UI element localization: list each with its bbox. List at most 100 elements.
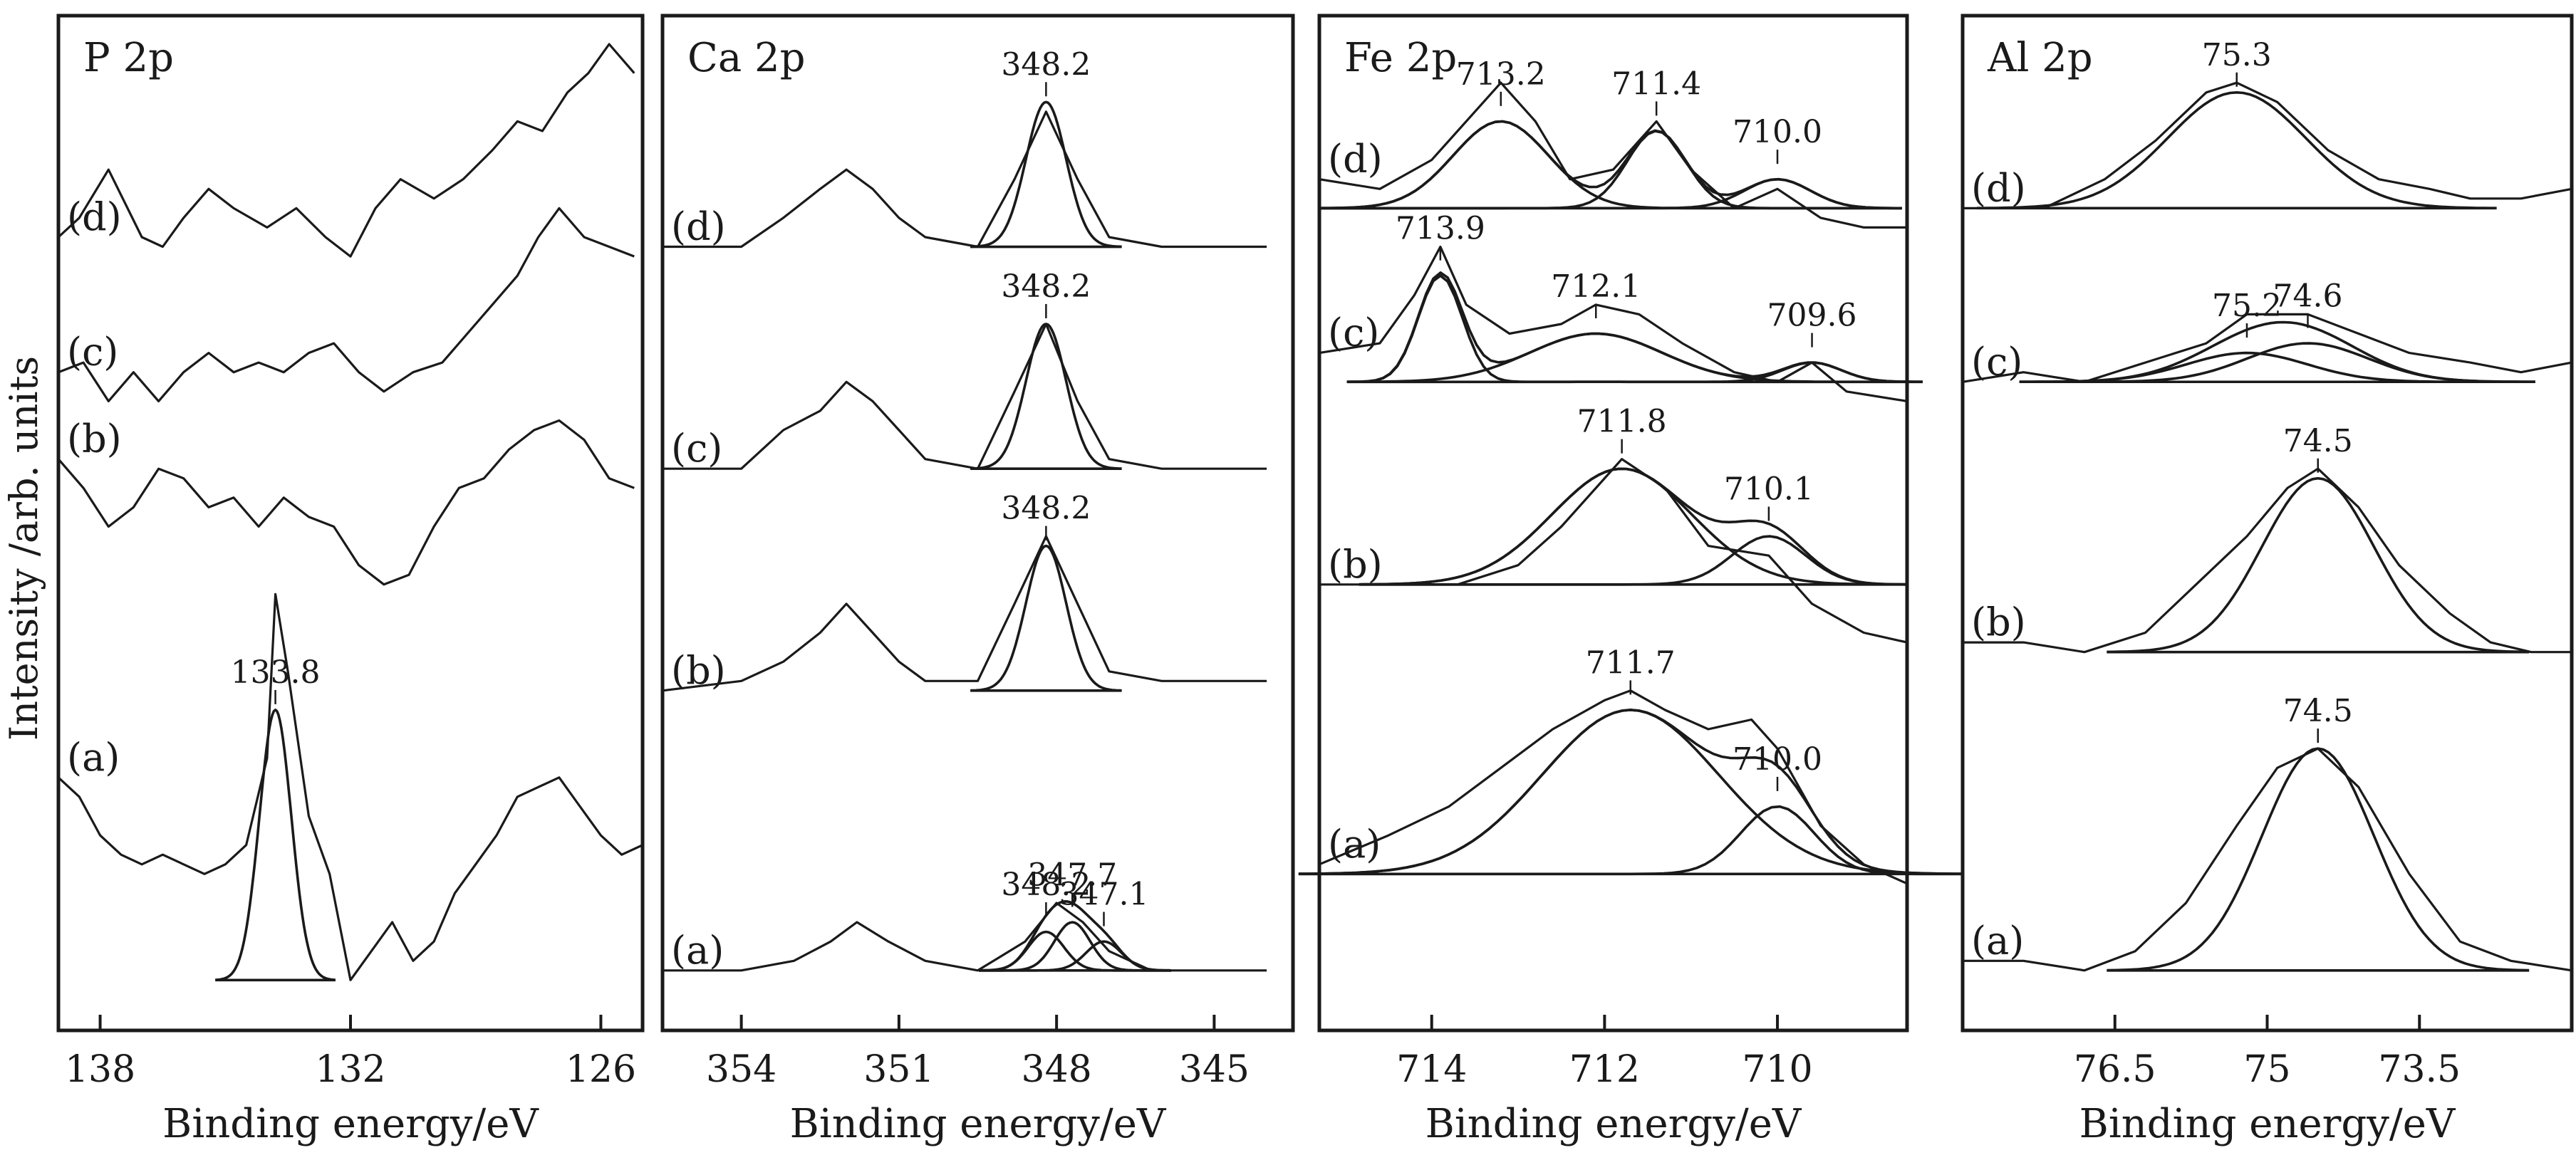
al-2p-spectrum-b-peak-label: 74.5 (2283, 423, 2353, 459)
fe-2p-spectrum-a-trace (1319, 689, 1908, 885)
ca-2p-spectrum-d-label: (d) (671, 204, 726, 249)
fe-2p-spectrum-b-label: (b) (1328, 542, 1383, 587)
ca-2p-x-tick-label: 345 (1179, 1048, 1250, 1091)
fe-2p-spectrum-a-peak-label: 710.0 (1733, 741, 1822, 778)
al-2p-spectrum-b-label: (b) (1971, 600, 2026, 644)
fe-2p-spectrum-d-peak-label: 713.2 (1456, 56, 1546, 93)
al-2p-spectrum-c-component-fit (2019, 342, 2535, 384)
al-2p-x-tick-label: 75 (2243, 1048, 2290, 1091)
ca-2p-x-tick-label: 351 (863, 1048, 934, 1091)
fe-2p-spectrum-a-envelope-fit (1298, 709, 1963, 875)
al-2p-spectrum-c-peak-label: 75.2 (2212, 288, 2282, 324)
ca-2p-spectrum-b-trace (662, 535, 1267, 692)
al-2p-spectrum-b-trace (1963, 467, 2572, 654)
al-2p-spectrum-c-envelope-fit (2019, 320, 2535, 384)
fe-2p-spectrum-d-peak-label: 711.4 (1611, 66, 1701, 102)
ca-2p-spectrum-b-envelope-fit (970, 544, 1122, 692)
fe-2p-spectrum-d-label: (d) (1328, 137, 1383, 182)
fe-2p-spectrum-b-peak-label: 710.1 (1724, 471, 1814, 508)
al-2p-spectrum-d-trace (1963, 81, 2572, 209)
fe-2p-x-tick-label: 714 (1396, 1048, 1467, 1091)
ca-2p-spectrum-c-label: (c) (671, 426, 722, 471)
fe-2p-frame (1317, 14, 1909, 1033)
fe-2p-x-axis-label: Binding energy/eV (1425, 1101, 1802, 1147)
p-2p-x-tick-label: 138 (65, 1048, 135, 1091)
p-2p-spectrum-a-trace (57, 592, 643, 981)
ca-2p-spectrum-d-peak-label: 348.2 (1001, 46, 1091, 83)
ca-2p-title: Ca 2p (687, 35, 806, 81)
ca-2p-panel: Ca 2p 354 351 348 345 Binding energy/eV (d) 348… (660, 14, 1295, 1147)
al-2p-title: Al 2p (1987, 35, 2093, 81)
y-axis-label: Intensity /arb. units (1, 356, 46, 741)
ca-2p-spectrum-d-trace (663, 110, 1267, 249)
al-2p-spectrum-a-envelope-fit (2107, 747, 2530, 972)
ca-2p-spectrum-a-peak-label: 347.7 (1027, 857, 1117, 894)
ca-2p-spectrum-a-peak-label: 347.1 (1059, 877, 1149, 913)
ca-2p-spectrum-b-label: (b) (671, 648, 726, 693)
fe-2p-panel: Fe 2p 714 712 710 Binding energy/eV (d) 713.2 7… (1298, 14, 1963, 1147)
p-2p-spectrum-b-trace (57, 419, 635, 586)
fe-2p-spectrum-c-label: (c) (1328, 310, 1379, 355)
ca-2p-spectrum-c-envelope-fit (970, 323, 1122, 470)
al-2p-spectrum-d-envelope-fit (1977, 91, 2497, 210)
al-2p-spectrum-a-peak-label: 74.5 (2283, 693, 2353, 729)
ca-2p-spectrum-b-peak-label: 348.2 (1001, 491, 1091, 527)
ca-2p-spectrum-a-label: (a) (671, 928, 724, 973)
al-2p-spectrum-d-label: (d) (1971, 165, 2026, 210)
al-2p-spectrum-d-peak-label: 75.3 (2202, 37, 2272, 73)
ca-2p-spectrum-a-peak-label: 348.2 (1001, 867, 1091, 903)
p-2p-x-axis-label: Binding energy/eV (162, 1101, 539, 1147)
fe-2p-spectrum-d-peak-label: 710.0 (1733, 114, 1822, 150)
al-2p-spectrum-c-label: (c) (1971, 339, 2022, 384)
fe-2p-spectrum-b-envelope-fit (1359, 467, 1908, 586)
p-2p-spectrum-c-trace (58, 207, 635, 403)
ca-2p-x-tick-label: 348 (1021, 1048, 1091, 1091)
p-2p-title: P 2p (83, 35, 174, 81)
fe-2p-spectrum-a-component-fit (1298, 805, 1963, 876)
al-2p-spectrum-b-envelope-fit (2107, 476, 2530, 654)
fe-2p-spectrum-c-envelope-fit (1346, 271, 1923, 384)
fe-2p-spectrum-c-peak-label: 713.9 (1396, 211, 1485, 247)
fe-2p-x-tick-label: 712 (1569, 1048, 1640, 1091)
fe-2p-title: Fe 2p (1344, 35, 1457, 81)
fe-2p-spectrum-d-trace (1319, 81, 1907, 229)
ca-2p-spectrum-a-trace (663, 902, 1267, 972)
fe-2p-spectrum-a-label: (a) (1328, 822, 1381, 867)
p-2p-spectrum-b-label: (b) (67, 417, 122, 461)
p-2p-x-tick-label: 126 (566, 1048, 636, 1091)
p-2p-spectrum-d-trace (57, 43, 635, 258)
p-2p-x-tick-label: 132 (315, 1048, 385, 1091)
p-2p-frame (56, 14, 645, 1033)
fe-2p-spectrum-c-peak-label: 712.1 (1551, 268, 1641, 305)
al-2p-panel: Al 2p 76.5 75 73.5 Binding energy/eV (d) 75.3 (… (1960, 14, 2574, 1147)
fe-2p-spectrum-b-peak-label: 711.8 (1577, 404, 1667, 440)
fe-2p-spectrum-a-component-fit (1298, 709, 1963, 875)
ca-2p-spectrum-c-peak-label: 348.2 (1001, 268, 1091, 305)
spectra-panels: P 2p 138 132 126 Binding energy/eV (d) (c) (b) (… (56, 14, 2574, 1147)
ca-2p-frame (660, 14, 1295, 1033)
ca-2p-x-axis-label: Binding energy/eV (790, 1101, 1167, 1147)
al-2p-spectrum-a-trace (1963, 747, 2572, 972)
fe-2p-spectrum-a-peak-label: 711.7 (1586, 644, 1676, 681)
al-2p-frame (1960, 14, 2574, 1033)
fe-2p-x-tick-label: 710 (1742, 1048, 1812, 1091)
fe-2p-spectrum-d-envelope-fit (1321, 120, 1902, 210)
al-2p-x-tick-label: 76.5 (2074, 1048, 2156, 1091)
al-2p-x-tick-label: 73.5 (2378, 1048, 2461, 1091)
p-2p-spectrum-a-label: (a) (67, 735, 120, 780)
ca-2p-x-tick-label: 354 (706, 1048, 777, 1091)
p-2p-spectrum-d-label: (d) (67, 194, 122, 239)
ca-2p-spectrum-d-envelope-fit (970, 100, 1122, 249)
fe-2p-spectrum-b-component-fit (1359, 535, 1907, 586)
al-2p-spectrum-a-label: (a) (1971, 918, 2024, 963)
p-2p-spectrum-a-envelope-fit (215, 709, 336, 981)
p-2p-spectrum-a-peak-label: 133.8 (231, 654, 321, 691)
al-2p-spectrum-c-peak-label: 74.6 (2273, 278, 2343, 315)
al-2p-x-axis-label: Binding energy/eV (2079, 1101, 2456, 1147)
fe-2p-spectrum-b-trace (1319, 458, 1908, 644)
p-2p-panel: P 2p 138 132 126 Binding energy/eV (d) (c) (b) (… (56, 14, 645, 1147)
ca-2p-spectrum-c-trace (663, 323, 1267, 470)
p-2p-spectrum-c-label: (c) (67, 330, 118, 375)
fe-2p-spectrum-c-peak-label: 709.6 (1767, 298, 1857, 334)
